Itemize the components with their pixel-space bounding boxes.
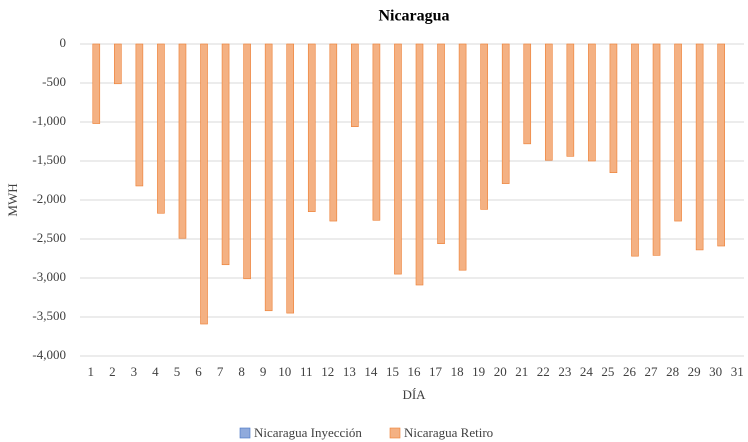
x-tick-label: 27 — [645, 364, 659, 379]
bar — [92, 43, 101, 124]
bar — [114, 43, 122, 85]
y-tick-label: -1,500 — [32, 152, 66, 167]
bar — [415, 43, 424, 286]
x-tick-label: 13 — [343, 364, 356, 379]
legend-swatch — [389, 427, 401, 439]
bar — [221, 43, 230, 266]
bar — [437, 43, 445, 244]
y-tick-label: -2,500 — [32, 230, 66, 245]
x-tick-label: 26 — [623, 364, 637, 379]
x-tick-label: 5 — [174, 364, 181, 379]
bar — [286, 43, 295, 314]
x-tick-label: 29 — [688, 364, 701, 379]
bar — [372, 43, 381, 221]
chart-title: Nicaragua — [378, 8, 449, 25]
x-tick-label: 22 — [537, 364, 550, 379]
bar — [609, 43, 618, 173]
x-tick-label: 9 — [260, 364, 267, 379]
x-tick-label: 18 — [451, 364, 464, 379]
legend-label: Nicaragua Inyección — [254, 425, 362, 440]
x-tick-label: 1 — [88, 364, 95, 379]
bar — [480, 43, 488, 210]
x-tick-label: 2 — [109, 364, 116, 379]
bar — [307, 43, 316, 212]
x-tick-label: 14 — [364, 364, 378, 379]
bar — [200, 43, 208, 325]
x-tick-label: 28 — [666, 364, 679, 379]
x-tick-label: 8 — [238, 364, 245, 379]
bar — [674, 43, 682, 222]
bar — [157, 43, 165, 214]
y-tick-label: -2,000 — [32, 191, 66, 206]
bar — [501, 43, 510, 184]
x-tick-label: 30 — [709, 364, 722, 379]
legend-swatch — [239, 427, 251, 439]
bar — [544, 43, 553, 161]
bar — [652, 43, 661, 256]
bar — [631, 43, 639, 257]
y-tick-label: -4,000 — [32, 347, 66, 362]
x-tick-label: 17 — [429, 364, 443, 379]
x-tick-label: 12 — [321, 364, 334, 379]
x-axis-title: DÍA — [402, 387, 426, 402]
y-axis-title: MWH — [5, 183, 20, 216]
y-tick-label: -500 — [42, 74, 66, 89]
bar — [178, 43, 187, 239]
x-tick-label: 15 — [386, 364, 399, 379]
x-tick-label: 24 — [580, 364, 594, 379]
bar — [717, 43, 725, 247]
x-tick-label: 7 — [217, 364, 224, 379]
x-tick-label: 16 — [408, 364, 422, 379]
x-tick-label: 11 — [300, 364, 313, 379]
bar — [351, 43, 359, 127]
y-tick-label: -1,000 — [32, 113, 66, 128]
y-tick-label: -3,000 — [32, 269, 66, 284]
y-tick-label: 0 — [60, 35, 67, 50]
bar — [458, 43, 467, 271]
x-tick-label: 19 — [472, 364, 485, 379]
x-tick-label: 3 — [131, 364, 138, 379]
x-tick-label: 23 — [558, 364, 571, 379]
bar — [566, 43, 575, 157]
bar — [329, 43, 338, 222]
bar — [695, 43, 704, 251]
x-tick-label: 25 — [601, 364, 614, 379]
x-tick-label: 6 — [195, 364, 202, 379]
y-tick-label: -3,500 — [32, 308, 66, 323]
x-tick-label: 31 — [731, 364, 744, 379]
bar — [243, 43, 251, 280]
bar — [264, 43, 273, 312]
x-tick-label: 21 — [515, 364, 528, 379]
x-tick-label: 4 — [152, 364, 159, 379]
bar — [588, 43, 596, 162]
legend-label: Nicaragua Retiro — [404, 425, 493, 440]
x-tick-label: 10 — [278, 364, 291, 379]
bar — [394, 43, 402, 275]
bar — [135, 43, 144, 187]
x-tick-label: 20 — [494, 364, 507, 379]
bar — [523, 43, 532, 145]
